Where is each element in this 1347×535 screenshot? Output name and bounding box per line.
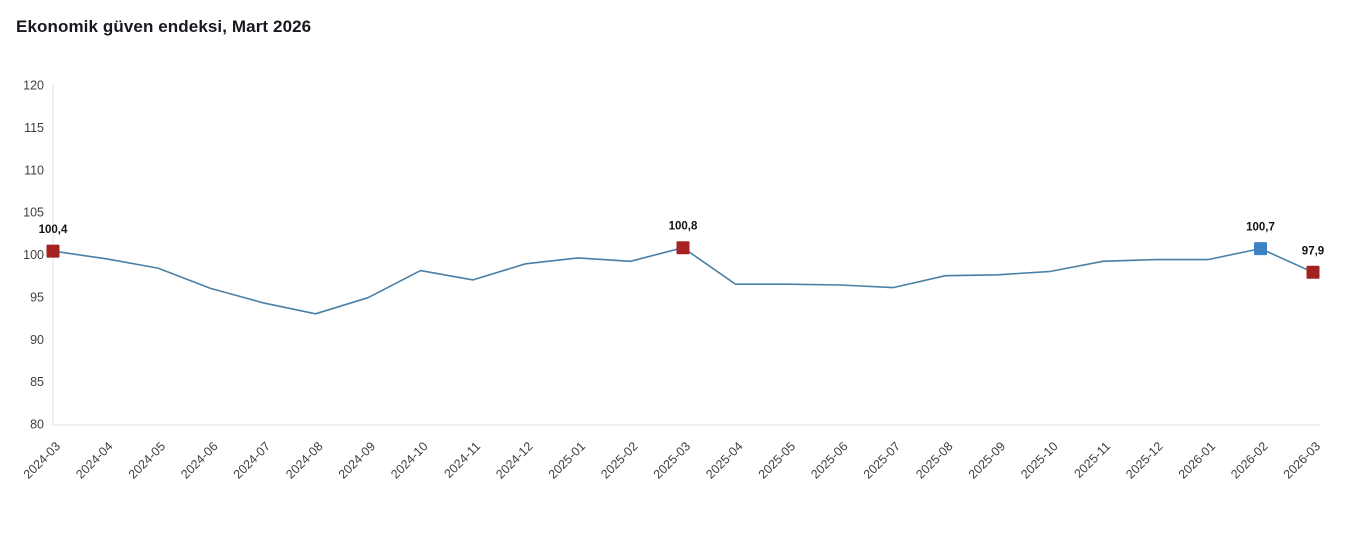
x-axis-label: 2025-09 (966, 439, 1008, 481)
x-axis-label: 2025-08 (913, 439, 955, 481)
x-axis-label: 2024-03 (21, 439, 63, 481)
series-line (52, 246, 1314, 315)
x-axis-label: 2025-03 (651, 439, 693, 481)
highlight-marker (46, 244, 60, 258)
x-axis-label: 2025-12 (1123, 439, 1165, 481)
y-axis-label: 80 (30, 418, 44, 432)
highlight-marker (1306, 265, 1320, 279)
x-axis-label: 2025-05 (756, 439, 798, 481)
highlight-marker (1254, 242, 1267, 256)
x-axis-label: 2025-04 (703, 439, 745, 481)
x-axis-label: 2024-11 (441, 439, 483, 481)
x-axis-label: 2024-12 (493, 439, 535, 481)
y-axis-label: 100 (23, 248, 44, 262)
x-axis-label: 2024-09 (336, 439, 378, 481)
x-axis-label: 2024-04 (73, 439, 115, 481)
x-axis-label: 2026-01 (1176, 439, 1218, 481)
y-axis-label: 110 (24, 163, 44, 177)
y-axis-label: 105 (23, 206, 44, 220)
x-axis-label: 2025-06 (808, 439, 850, 481)
data-point-label: 100,7 (1246, 222, 1275, 234)
x-axis-label: 2024-07 (231, 439, 273, 481)
data-point-label: 97,9 (1302, 245, 1324, 257)
y-axis-label: 120 (23, 79, 44, 93)
y-axis-label: 95 (30, 290, 44, 304)
highlight-marker (676, 241, 690, 255)
data-point-label: 100,8 (669, 221, 698, 233)
x-axis-label: 2025-07 (861, 439, 903, 481)
x-axis-label: 2024-10 (388, 439, 430, 481)
x-axis-label: 2025-02 (598, 439, 640, 481)
x-axis-label: 2026-02 (1228, 439, 1270, 481)
x-axis-label: 2025-10 (1018, 439, 1060, 481)
x-axis-label: 2024-05 (126, 439, 168, 481)
x-axis-label: 2025-01 (546, 439, 588, 481)
data-point-label: 100,4 (39, 224, 68, 236)
x-axis-label: 2024-06 (178, 439, 220, 481)
x-axis-label: 2026-03 (1281, 439, 1323, 481)
y-axis-label: 85 (30, 375, 44, 389)
y-axis-label: 115 (24, 121, 44, 135)
x-axis-label: 2025-11 (1071, 439, 1113, 481)
x-axis-label: 2024-08 (283, 439, 325, 481)
chart-title: Ekonomik güven endeksi, Mart 2026 (16, 17, 312, 36)
y-axis-label: 90 (30, 333, 44, 347)
